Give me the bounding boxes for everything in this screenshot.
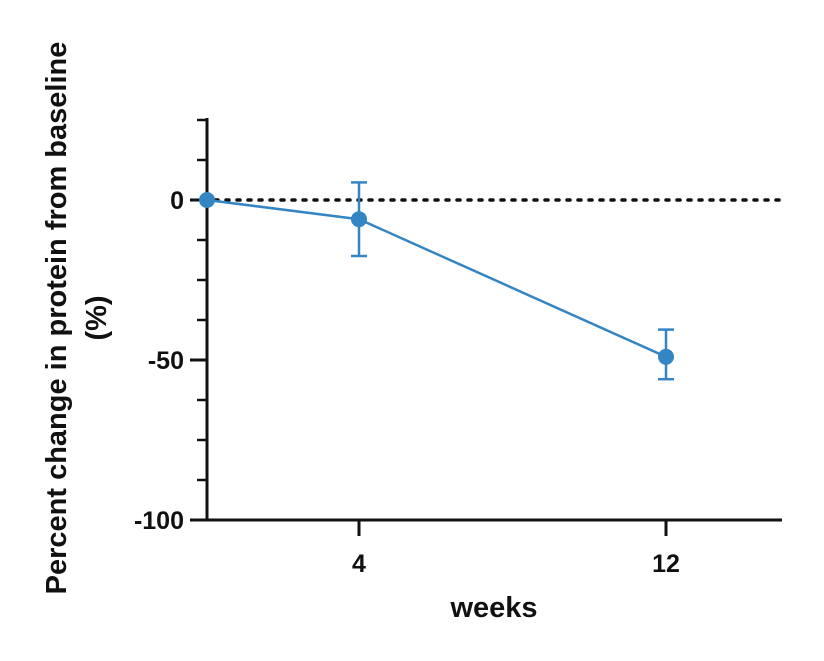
y-axis-label-line-2: (%): [81, 295, 113, 340]
y-axis-label-group: Percent change in protein from baseline …: [41, 42, 113, 595]
y-axis-label-line-1: Percent change in protein from baseline: [41, 42, 73, 595]
y-tick-label: -50: [148, 347, 184, 375]
series-group: [199, 181, 674, 381]
axes: 0 -50 -100 4 12: [134, 118, 782, 578]
data-point: [351, 211, 367, 228]
x-axis-label: weeks: [449, 592, 537, 624]
y-tick-label: 0: [170, 187, 184, 215]
data-point: [658, 348, 674, 365]
x-tick-label: 12: [652, 550, 680, 578]
x-tick-label: 4: [352, 550, 366, 578]
series-line: [206, 198, 667, 358]
data-point: [199, 192, 215, 208]
y-tick-label: -100: [134, 507, 184, 535]
